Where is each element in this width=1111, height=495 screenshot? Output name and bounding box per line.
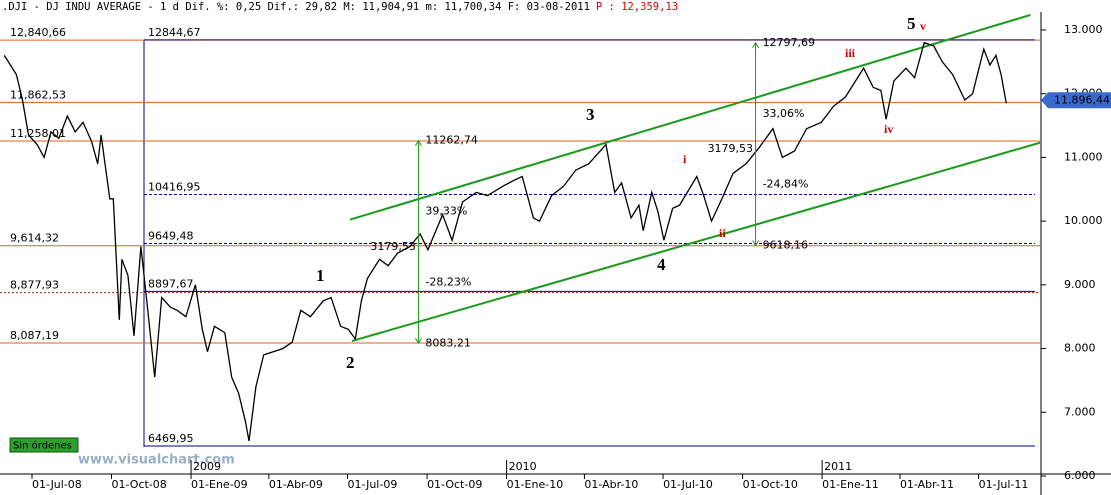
year-label: 2011: [824, 460, 852, 473]
x-tick-label: 01-Jul-10: [663, 478, 713, 491]
measure-down-pct: -28,23%: [425, 275, 471, 288]
blue-level-label: 8897,67: [148, 277, 194, 290]
orange-level-label: 8,087,19: [10, 329, 59, 342]
orange-level-label: 8,877,93: [10, 279, 59, 292]
subwave-label: iv: [884, 122, 893, 136]
measure-arrow-up: [752, 41, 760, 49]
measure-span: 3179,53: [370, 240, 416, 253]
last-price-pointer: [1041, 92, 1111, 109]
x-tick-label: 01-Ene-11: [822, 478, 879, 491]
measure-arrow-down: [414, 337, 422, 345]
year-label: 2009: [193, 460, 221, 473]
header-text: .DJI - DJ INDU AVERAGE - 1 d Dif. %: 0,2…: [2, 1, 590, 13]
blue-level-label: 12844,67: [148, 26, 201, 39]
measure-span: 3179,53: [708, 142, 754, 155]
x-tick-label: 01-Abr-09: [269, 478, 323, 491]
blue-level-label: 9649,48: [148, 229, 194, 242]
wave-label: 1: [316, 266, 325, 285]
measure-top-label: 11262,74: [425, 134, 478, 147]
orange-level-label: 9,614,32: [10, 232, 59, 245]
x-tick-label: 01-Oct-10: [743, 478, 798, 491]
header: .DJI - DJ INDU AVERAGE - 1 d Dif. %: 0,2…: [2, 1, 678, 13]
wave-label: 2: [346, 353, 355, 372]
y-tick-label: 13.000: [1064, 23, 1103, 36]
measure-bottom-label: 8083,21: [425, 336, 471, 349]
subwave-label: i: [683, 152, 687, 166]
orange-level-label: 11,862,53: [10, 88, 66, 101]
header-price: P : 12,359,13: [596, 1, 678, 13]
price-line: [3, 41, 1007, 442]
y-tick-label: 7.000: [1064, 405, 1096, 418]
x-tick-label: 01-Ene-09: [191, 478, 248, 491]
orders-button-label[interactable]: Sin órdenes: [13, 440, 72, 452]
subwave-label: iii: [845, 46, 856, 60]
y-tick-label: 9.000: [1064, 278, 1096, 291]
x-tick-label: 01-Oct-08: [112, 478, 167, 491]
last-price-label: 11.896,44: [1054, 93, 1110, 106]
measure-down-pct: -24,84%: [763, 178, 809, 191]
measure-up-pct: 39,33%: [425, 205, 467, 218]
wave-label: 5: [907, 14, 916, 33]
x-tick-label: 01-Jul-08: [32, 478, 82, 491]
orange-level-label: 12,840,66: [10, 26, 66, 39]
orders-button[interactable]: Sin órdenes: [9, 437, 79, 453]
trend-channel: [351, 141, 1040, 342]
y-tick-label: 6.000: [1064, 469, 1096, 482]
y-tick-label: 8.000: [1064, 342, 1096, 355]
plot-area: [0, 13, 1040, 447]
measure-top-label: 12797,69: [763, 36, 816, 49]
wave-label: 4: [657, 255, 666, 274]
measure-arrow-up: [414, 139, 422, 146]
y-tick-label: 10.000: [1064, 214, 1103, 227]
x-tick-label: 01-Ene-10: [507, 478, 564, 491]
subwave-label: ii: [719, 226, 726, 240]
wave-label: 3: [586, 105, 595, 124]
watermark: www.visualchart.com: [78, 453, 235, 468]
x-tick-label: 01-Abr-11: [900, 478, 954, 491]
x-tick-label: 01-Oct-09: [427, 478, 482, 491]
measure-bottom-label: 9618,16: [763, 238, 809, 251]
year-label: 2010: [509, 460, 537, 473]
measure-arrow-down: [752, 240, 760, 247]
subwave-label: v: [920, 19, 926, 33]
trend-channel: [349, 13, 1031, 221]
x-tick-label: 01-Jul-09: [348, 478, 398, 491]
x-tick-label: 01-Jul-11: [979, 478, 1029, 491]
measure-up-pct: 33,06%: [763, 107, 805, 120]
blue-level-label: 6469,95: [148, 432, 194, 445]
blue-level-label: 10416,95: [148, 181, 201, 194]
x-tick-label: 01-Abr-10: [584, 478, 638, 491]
y-tick-label: 11.000: [1064, 150, 1103, 163]
orange-level-label: 11,258,01: [10, 127, 66, 140]
